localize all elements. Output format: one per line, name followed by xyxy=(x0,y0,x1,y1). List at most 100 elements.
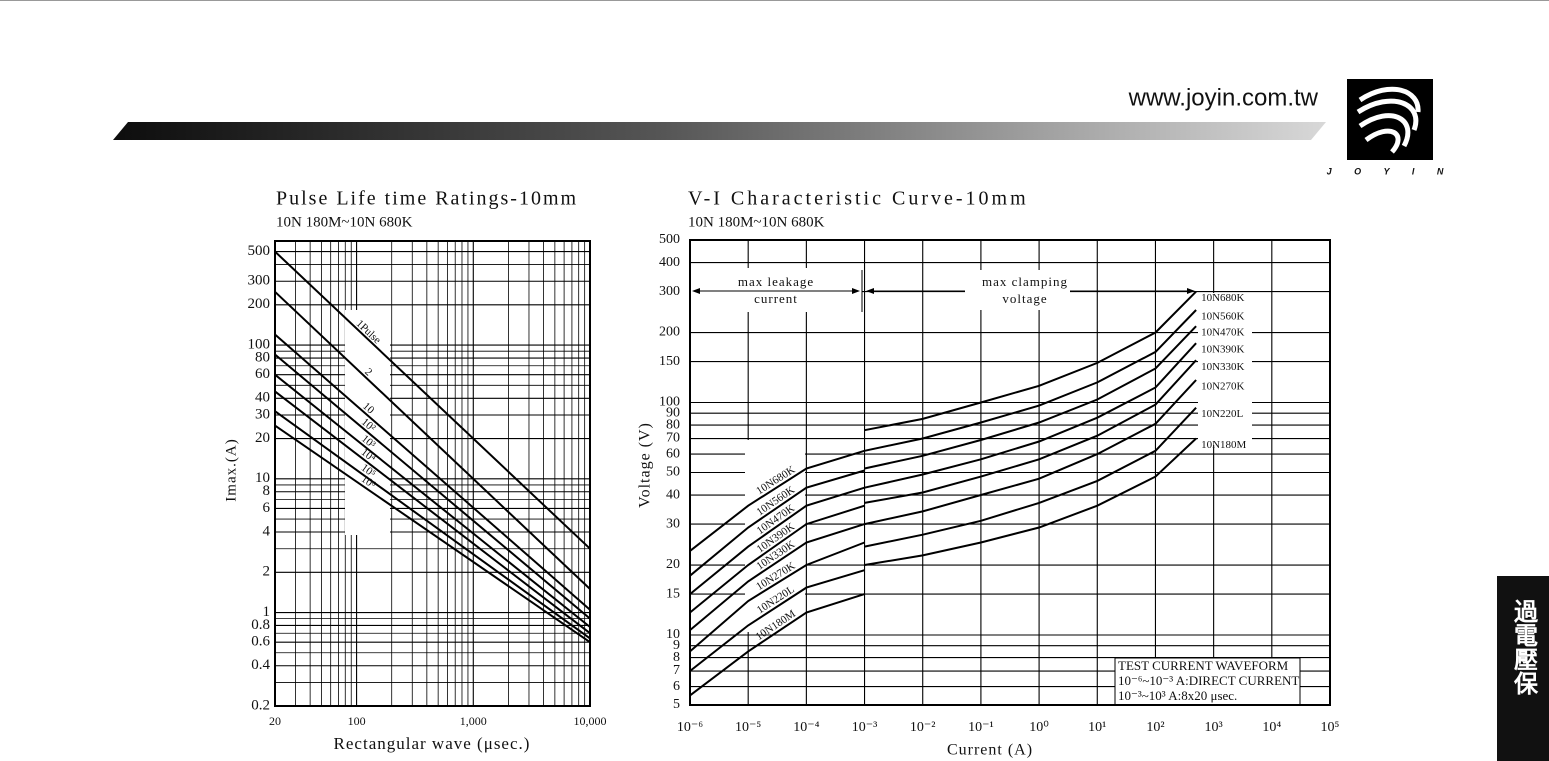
x-tick-label: 100 xyxy=(348,714,366,728)
side-tab-text: 過電壓保 xyxy=(1510,599,1539,695)
series-line xyxy=(689,309,1197,577)
y-tick-label: 500 xyxy=(659,232,680,247)
plot-frame xyxy=(689,239,1331,706)
y-tick-label: 6 xyxy=(263,500,271,516)
series-line xyxy=(274,250,591,550)
logo: J O Y I N xyxy=(1327,79,1454,176)
x-tick-label: 10⁻² xyxy=(910,720,936,735)
series-line xyxy=(689,379,1197,653)
y-tick-label: 4 xyxy=(263,523,271,539)
label-backdrop xyxy=(345,310,390,535)
chart-title: Pulse Life time Ratings-10mm xyxy=(276,188,578,210)
label-backdrop xyxy=(1115,658,1300,705)
y-tick-label: 30 xyxy=(666,516,680,531)
label-backdrop xyxy=(745,440,805,632)
x-tick-label: 10⁻³ xyxy=(852,720,878,735)
y-tick-label: 300 xyxy=(659,284,680,299)
legend-label: 10N470K xyxy=(1201,327,1244,339)
x-tick-label: 10³ xyxy=(1205,720,1223,735)
y-tick-label: 60 xyxy=(666,446,680,461)
series-line xyxy=(689,359,1197,631)
y-tick-label: 300 xyxy=(248,273,271,289)
y-axis-label: Voltage (V) xyxy=(637,422,654,508)
chart-subtitle: 10N 180M~10N 680K xyxy=(276,214,413,230)
y-tick-label: 8 xyxy=(263,483,271,499)
y-tick-label: 200 xyxy=(248,296,271,312)
y-tick-label: 150 xyxy=(659,354,680,369)
legend-label: 10N680K xyxy=(1201,292,1244,304)
logo-text: J O Y I N xyxy=(1327,166,1454,176)
side-tab xyxy=(1497,576,1549,761)
x-tick-label: 10⁻⁶ xyxy=(677,720,703,735)
x-tick-label: 10² xyxy=(1146,720,1164,735)
y-tick-label: 20 xyxy=(255,430,270,446)
series-line xyxy=(689,325,1197,595)
x-axis-label: Rectangular wave (μsec.) xyxy=(334,734,531,753)
y-tick-label: 0.6 xyxy=(251,634,270,650)
y-tick-label: 10 xyxy=(666,627,680,642)
annotation: TEST CURRENT WAVEFORM xyxy=(1118,658,1289,673)
y-tick-label: 1 xyxy=(263,604,271,620)
annotation: 10⁻³~10³ A:8x20 μsec. xyxy=(1118,688,1237,703)
chart-title: V-I Characteristic Curve-10mm xyxy=(688,188,1029,210)
y-tick-label: 0.2 xyxy=(251,697,270,713)
y-tick-label: 400 xyxy=(659,255,680,270)
series-line xyxy=(274,353,591,620)
x-tick-label: 10,000 xyxy=(574,714,607,728)
series-line xyxy=(274,373,591,628)
y-tick-label: 80 xyxy=(666,417,680,432)
legend-label: 10N330K xyxy=(1201,361,1244,373)
y-tick-label: 5 xyxy=(673,697,680,712)
series-line xyxy=(274,410,591,640)
legend-label: 10N390K xyxy=(1201,344,1244,356)
x-tick-label: 10⁻⁴ xyxy=(793,720,819,735)
y-tick-label: 10 xyxy=(255,470,270,486)
plot-frame xyxy=(274,240,591,707)
legend-label: 10N270K xyxy=(1201,381,1244,393)
annotation: current xyxy=(754,291,798,306)
y-tick-label: 40 xyxy=(255,390,270,406)
y-tick-label: 2 xyxy=(263,564,271,580)
y-tick-label: 0.4 xyxy=(251,657,270,673)
logo-swoosh xyxy=(1356,86,1421,154)
x-tick-label: 1,000 xyxy=(460,714,487,728)
legend-label: 10N560K xyxy=(1201,311,1244,323)
y-tick-label: 200 xyxy=(659,325,680,340)
series-line xyxy=(689,342,1197,614)
y-tick-label: 20 xyxy=(666,557,680,572)
header-bar xyxy=(113,122,1326,140)
website-url: www.joyin.com.tw xyxy=(1128,84,1319,111)
y-tick-label: 500 xyxy=(248,243,271,259)
annotation: max leakage xyxy=(738,274,814,289)
series-line xyxy=(689,437,1197,697)
annotation: 10⁻⁶~10⁻³ A:DIRECT CURRENT xyxy=(1118,673,1299,688)
series-line xyxy=(274,424,591,644)
label-backdrop xyxy=(965,270,1070,310)
label-backdrop xyxy=(1198,293,1252,445)
chart-subtitle: 10N 180M~10N 680K xyxy=(688,214,825,230)
y-tick-label: 90 xyxy=(666,405,680,420)
x-axis-label: Current (A) xyxy=(947,742,1033,759)
legend-label: 10N180M xyxy=(1201,439,1246,451)
y-tick-label: 8 xyxy=(673,650,680,665)
x-tick-label: 10⁰ xyxy=(1029,720,1049,735)
series-line xyxy=(274,291,591,590)
y-tick-label: 80 xyxy=(255,349,270,365)
annotation: voltage xyxy=(1002,291,1047,306)
series-line xyxy=(274,390,591,634)
label-backdrop xyxy=(690,268,862,312)
series-line xyxy=(274,333,591,611)
y-tick-label: 9 xyxy=(673,638,680,653)
annotation: max clamping xyxy=(982,274,1068,289)
logo-box xyxy=(1347,79,1433,160)
x-tick-label: 10⁻¹ xyxy=(968,720,994,735)
series-line xyxy=(689,407,1197,672)
y-axis-label: Imax.(A) xyxy=(223,438,239,501)
x-tick-label: 10¹ xyxy=(1088,720,1106,735)
x-tick-label: 20 xyxy=(269,714,281,728)
x-tick-label: 10⁴ xyxy=(1262,720,1281,735)
series-line xyxy=(689,290,1197,552)
y-tick-label: 70 xyxy=(666,431,680,446)
